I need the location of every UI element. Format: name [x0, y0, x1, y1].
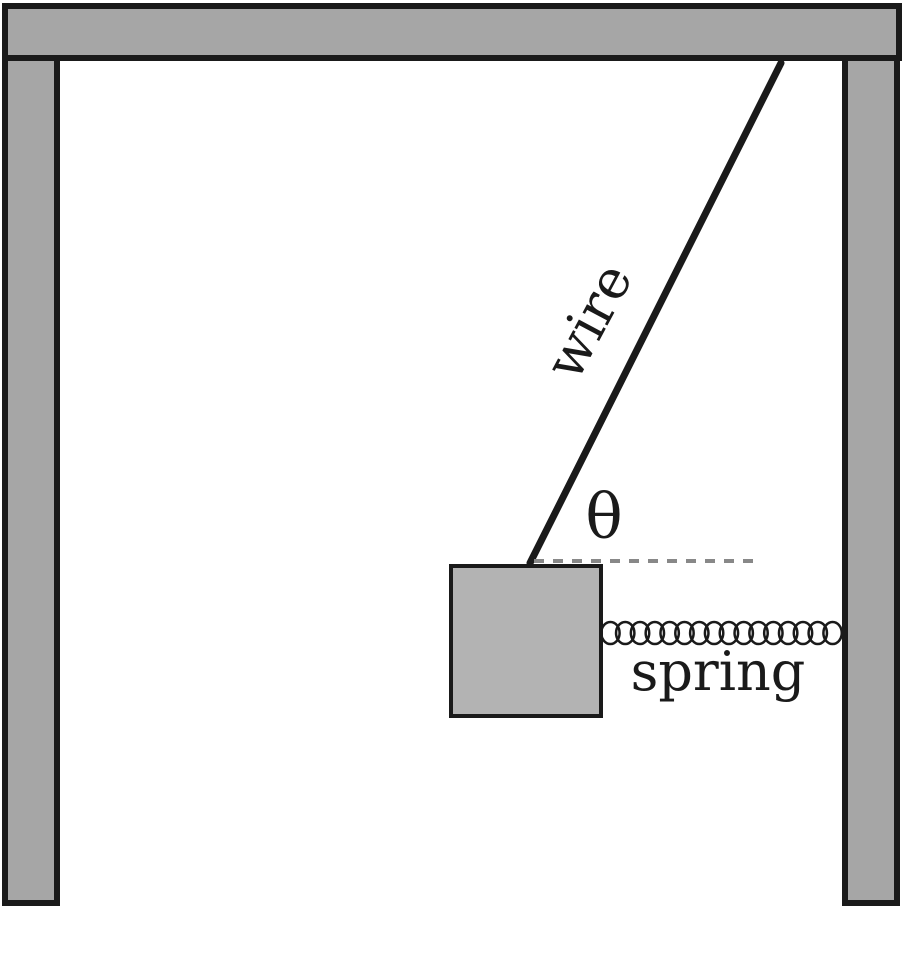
- spring-coil: [674, 620, 695, 646]
- spring-coil: [703, 620, 725, 646]
- spring-coil: [629, 620, 651, 646]
- spring-coil: [718, 620, 740, 646]
- spring-coil: [807, 620, 829, 646]
- block: [449, 564, 603, 718]
- wire: [526, 59, 785, 567]
- spring-coil: [688, 620, 710, 646]
- spring-coil: [748, 620, 769, 646]
- spring-coil: [659, 620, 681, 646]
- spring-coil: [762, 620, 784, 646]
- spring-coil: [599, 620, 621, 646]
- spring-coil: [733, 620, 755, 646]
- angle-label: θ: [585, 480, 622, 553]
- spring-coil: [822, 620, 844, 646]
- spring-label: spring: [631, 640, 806, 703]
- left-wall: [2, 55, 60, 906]
- spring-coil: [792, 620, 814, 646]
- ceiling-beam: [2, 3, 902, 61]
- right-wall: [842, 55, 900, 906]
- spring-coil: [614, 620, 636, 646]
- spring-coil: [777, 620, 799, 646]
- spring: [599, 620, 844, 646]
- spring-coil: [644, 620, 666, 646]
